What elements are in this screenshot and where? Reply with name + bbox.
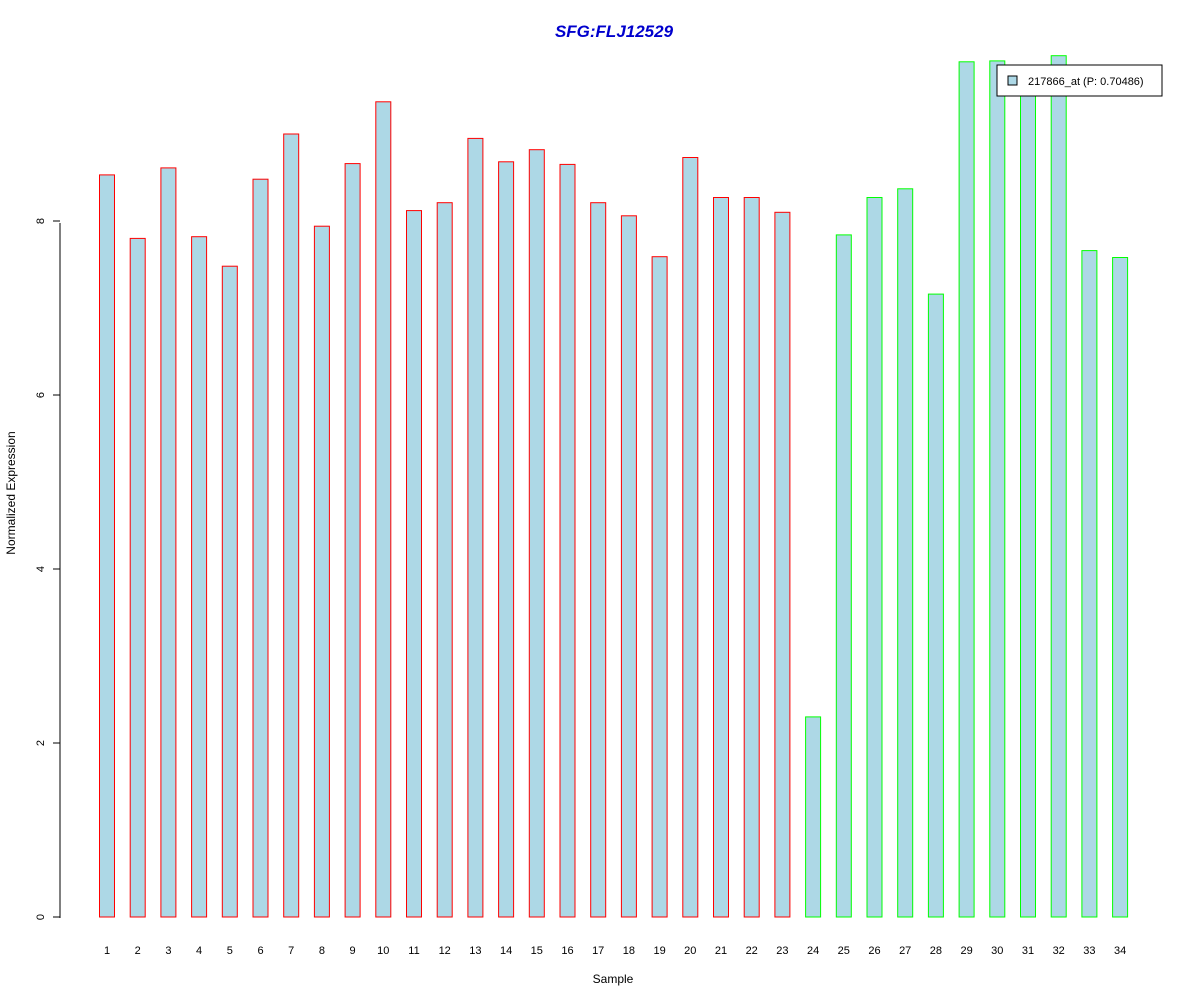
x-tick-label: 28: [930, 945, 942, 957]
bar-sample-13: [467, 137, 484, 918]
x-tick-label: 4: [196, 945, 202, 957]
x-tick-label: 15: [531, 945, 543, 957]
x-tick-label: 22: [746, 945, 758, 957]
y-tick-label: 2: [35, 740, 47, 746]
x-tick-label: 34: [1114, 945, 1126, 957]
y-tick-label: 8: [35, 218, 47, 224]
bar-sample-14: [498, 161, 515, 918]
bar-sample-7: [283, 133, 300, 918]
bar-sample-20: [682, 157, 699, 918]
x-tick-label: 24: [807, 945, 819, 957]
bar-sample-2: [129, 237, 146, 918]
x-tick-label: 32: [1053, 945, 1065, 957]
bar-sample-11: [406, 210, 422, 918]
x-tick-label: 6: [257, 945, 263, 957]
x-tick-label: 17: [592, 945, 604, 957]
x-tick-label: 26: [868, 945, 880, 957]
bar-sample-27: [897, 188, 914, 918]
bar-sample-4: [191, 236, 208, 918]
bar-sample-5: [221, 265, 238, 918]
x-tick-label: 18: [623, 945, 635, 957]
legend: 217866_at (P: 0.70486): [996, 64, 1163, 97]
bar-sample-17: [590, 202, 607, 918]
bar-sample-8: [313, 225, 330, 918]
y-axis-label: Normalized Expression: [4, 431, 18, 554]
bar-sample-28: [927, 293, 944, 918]
bar-sample-12: [436, 202, 453, 918]
x-tick-label: 3: [165, 945, 171, 957]
x-tick-label: 19: [653, 945, 665, 957]
x-tick-label: 11: [408, 945, 419, 957]
x-tick-label: 16: [561, 945, 573, 957]
bar-sample-33: [1081, 250, 1098, 918]
x-tick-label: 1: [104, 945, 110, 957]
bar-sample-30: [989, 60, 1006, 918]
bar-sample-23: [774, 211, 791, 918]
x-tick-label: 27: [899, 945, 911, 957]
x-tick-label: 29: [960, 945, 972, 957]
bar-sample-19: [651, 256, 668, 918]
x-tick-label: 23: [776, 945, 788, 957]
bar-sample-26: [866, 197, 883, 918]
x-tick-label: 25: [838, 945, 850, 957]
bar-sample-25: [835, 234, 852, 918]
x-tick-label: 31: [1022, 945, 1034, 957]
legend-swatch: [1007, 75, 1018, 86]
x-tick-label: 13: [469, 945, 481, 957]
x-tick-label: 33: [1083, 945, 1095, 957]
bar-sample-21: [713, 197, 729, 918]
x-tick-label: 14: [500, 945, 512, 957]
bar-sample-22: [743, 197, 760, 918]
bar-sample-1: [99, 174, 115, 918]
y-tick-label: 4: [35, 566, 47, 572]
legend-box: [996, 64, 1163, 97]
bar-sample-16: [559, 163, 576, 918]
x-tick-label: 9: [350, 945, 356, 957]
bar-sample-31: [1020, 92, 1036, 918]
x-tick-label: 12: [439, 945, 451, 957]
x-tick-label: 7: [288, 945, 294, 957]
bar-sample-10: [375, 101, 392, 918]
bar-sample-6: [252, 178, 269, 918]
bar-sample-32: [1050, 55, 1067, 918]
x-axis-label: Sample: [593, 972, 634, 986]
chart-title: SFG:FLJ12529: [555, 22, 674, 41]
y-tick-label: 0: [35, 914, 47, 920]
y-ticks: 0 2 4 6 8: [35, 218, 60, 920]
x-tick-label: 5: [227, 945, 233, 957]
x-tick-label: 10: [377, 945, 389, 957]
bar-sample-9: [344, 163, 361, 918]
bars: [99, 55, 1129, 918]
bar-sample-24: [805, 716, 822, 918]
x-tick-labels: 1 2 3 4 5 6 7 8 9 10 11 12 13 14 15 16 17 18 19 20 21 22 23 24 2…: [104, 945, 1126, 957]
bar-sample-3: [160, 167, 177, 918]
x-tick-label: 21: [715, 945, 727, 957]
x-tick-label: 30: [991, 945, 1003, 957]
x-tick-label: 8: [319, 945, 325, 957]
legend-label: 217866_at (P: 0.70486): [1028, 76, 1144, 88]
y-tick-label: 6: [35, 392, 47, 398]
bar-sample-34: [1112, 257, 1129, 918]
bar-sample-15: [528, 149, 545, 918]
bar-sample-18: [620, 215, 637, 918]
bar-sample-29: [958, 61, 975, 918]
x-tick-label: 20: [684, 945, 696, 957]
x-tick-label: 2: [135, 945, 141, 957]
